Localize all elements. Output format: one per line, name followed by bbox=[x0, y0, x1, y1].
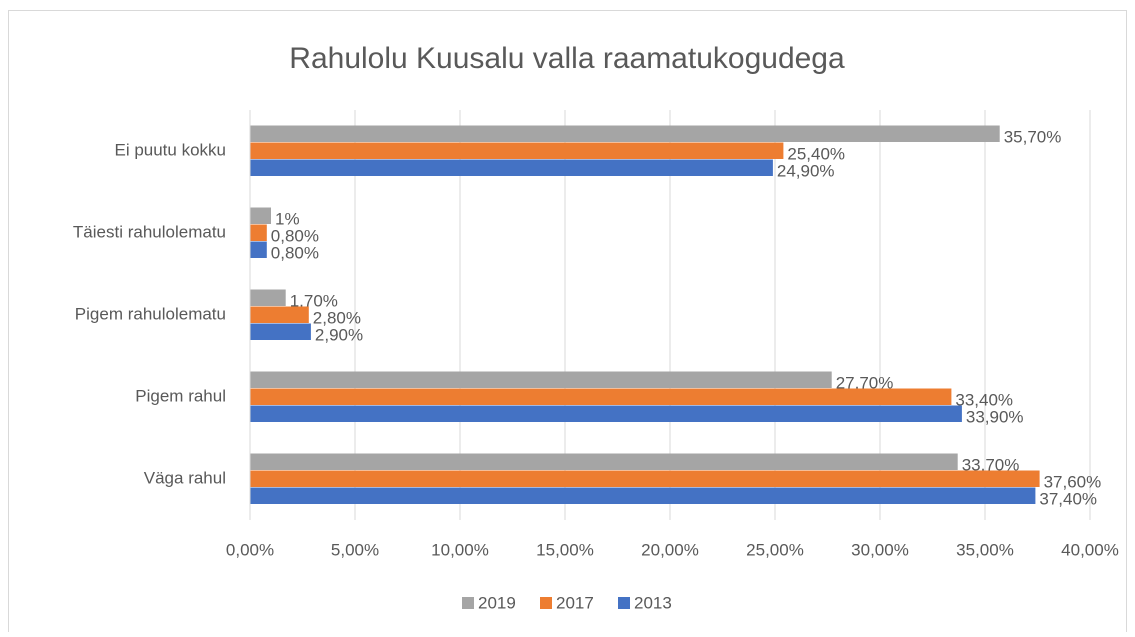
bar bbox=[250, 487, 1036, 504]
x-tick-label: 30,00% bbox=[851, 540, 909, 559]
value-label: 25,40% bbox=[787, 144, 845, 163]
x-tick-label: 10,00% bbox=[431, 540, 489, 559]
value-label: 0,80% bbox=[271, 243, 319, 262]
legend-swatch bbox=[540, 597, 552, 609]
x-tick-label: 15,00% bbox=[536, 540, 594, 559]
bar bbox=[250, 207, 271, 224]
value-label: 0,80% bbox=[271, 226, 319, 245]
y-tick-label: Pigem rahul bbox=[135, 386, 226, 405]
bar bbox=[250, 306, 309, 323]
legend-label: 2017 bbox=[556, 593, 594, 612]
value-label: 2,90% bbox=[315, 325, 363, 344]
chart-title: Rahulolu Kuusalu valla raamatukogudega bbox=[289, 42, 845, 75]
y-tick-label: Täiesti rahulolematu bbox=[73, 222, 226, 241]
bar bbox=[250, 405, 962, 422]
bar bbox=[250, 224, 267, 241]
bar bbox=[250, 159, 773, 176]
bar bbox=[250, 125, 1000, 142]
legend-label: 2013 bbox=[634, 593, 672, 612]
value-label: 37,40% bbox=[1039, 489, 1097, 508]
x-tick-label: 20,00% bbox=[641, 540, 699, 559]
value-label: 33,70% bbox=[962, 455, 1020, 474]
value-label: 27,70% bbox=[836, 373, 894, 392]
chart-border bbox=[8, 10, 1127, 637]
value-label: 33,40% bbox=[955, 390, 1013, 409]
x-tick-label: 35,00% bbox=[956, 540, 1014, 559]
value-label: 35,70% bbox=[1004, 127, 1062, 146]
bar bbox=[250, 388, 952, 405]
value-label: 24,90% bbox=[777, 161, 835, 180]
bar bbox=[250, 289, 286, 306]
x-tick-label: 25,00% bbox=[746, 540, 804, 559]
y-tick-label: Väga rahul bbox=[144, 468, 226, 487]
bar bbox=[250, 371, 832, 388]
bar bbox=[250, 241, 267, 258]
x-tick-label: 0,00% bbox=[226, 540, 274, 559]
bar bbox=[250, 453, 958, 470]
value-label: 1,70% bbox=[290, 291, 338, 310]
y-tick-label: Ei puutu kokku bbox=[114, 140, 226, 159]
bar bbox=[250, 323, 311, 340]
legend-swatch bbox=[462, 597, 474, 609]
value-label: 33,90% bbox=[966, 407, 1024, 426]
legend-swatch bbox=[618, 597, 630, 609]
value-label: 2,80% bbox=[313, 308, 361, 327]
value-label: 37,60% bbox=[1044, 472, 1102, 491]
legend-label: 2019 bbox=[478, 593, 516, 612]
value-label: 1% bbox=[275, 209, 300, 228]
x-tick-label: 5,00% bbox=[331, 540, 379, 559]
bar bbox=[250, 470, 1040, 487]
x-tick-label: 40,00% bbox=[1061, 540, 1119, 559]
bar bbox=[250, 142, 784, 159]
y-tick-label: Pigem rahulolematu bbox=[75, 304, 226, 323]
